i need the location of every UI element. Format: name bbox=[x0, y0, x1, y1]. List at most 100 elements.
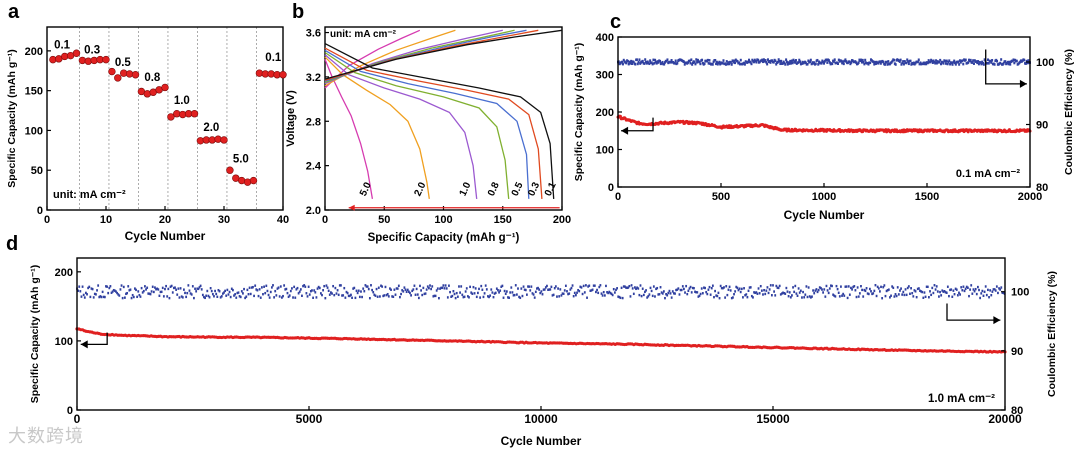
panel-d-ce-point bbox=[337, 293, 340, 297]
panel-d-ce-point bbox=[315, 296, 318, 299]
panel-d-ce-point bbox=[822, 291, 825, 294]
panel-d-ce-point bbox=[652, 285, 655, 288]
panel-d-ce-point bbox=[681, 285, 684, 288]
panel-d-ce-point bbox=[330, 291, 332, 294]
panel-d-ce-point bbox=[381, 285, 384, 288]
panel-d-ce-point bbox=[274, 289, 277, 293]
panel-c-ce-point bbox=[666, 58, 669, 62]
panel-d-ce-point bbox=[247, 292, 250, 296]
panel-c-ce-point bbox=[698, 60, 701, 64]
panel-d-ce-point bbox=[734, 290, 737, 293]
panel-d-ce-point bbox=[126, 291, 129, 295]
panel-d-ce-point bbox=[961, 289, 964, 292]
panel-d-ce-point bbox=[803, 296, 806, 299]
panel-c-ce-point bbox=[879, 62, 882, 65]
panel-d-ce-point bbox=[912, 295, 915, 298]
panel-d-ce-point bbox=[862, 295, 865, 298]
panel-d-ce-point bbox=[108, 286, 111, 290]
panel-d-ce-point bbox=[954, 287, 957, 290]
panel-a-point bbox=[108, 67, 116, 76]
panel-d-ce-point bbox=[571, 284, 574, 287]
panel-d-ce-point bbox=[292, 296, 294, 299]
panel-d-ce-point bbox=[736, 286, 739, 290]
panel-c-ce-point bbox=[688, 59, 691, 63]
panel-c-ce-point bbox=[967, 61, 970, 64]
panel-d-ce-point bbox=[463, 295, 466, 298]
panel-d-ce-point bbox=[890, 294, 892, 297]
panel-d-ce-point bbox=[886, 289, 889, 292]
panel-d-ce-point bbox=[902, 290, 905, 294]
panel-d-ce-point bbox=[542, 288, 545, 291]
panel-c-ce-point bbox=[993, 63, 996, 66]
panel-d-ce-point bbox=[782, 291, 784, 294]
panel-d-ce-point bbox=[494, 291, 497, 295]
panel-d-ce-point bbox=[363, 290, 366, 293]
panel-d-ce-point bbox=[207, 294, 210, 298]
panel-d-ce-point bbox=[625, 286, 627, 289]
panel-d-ce-point bbox=[672, 292, 675, 295]
panel-d-ce-point bbox=[644, 290, 646, 294]
panel-d-ce-point bbox=[739, 290, 742, 294]
panel-d-ce-point bbox=[139, 295, 142, 298]
panel-d-ce-point bbox=[367, 287, 370, 291]
panel-c-ce-point bbox=[634, 62, 637, 66]
panel-c-ce-point bbox=[991, 58, 994, 62]
panel-d-ce-point bbox=[620, 286, 623, 290]
panel-b-rate-label: 0.3 bbox=[526, 180, 542, 198]
panel-d-ce-point bbox=[361, 295, 363, 299]
panel-d-ce-point bbox=[796, 294, 799, 297]
panel-c-ce-point bbox=[797, 61, 800, 64]
panel-d-ce-point bbox=[355, 289, 358, 292]
panel-c-ce-point bbox=[907, 62, 910, 66]
panel-c-xtick-label: 2000 bbox=[1018, 191, 1042, 203]
panel-d-ce-point bbox=[861, 288, 863, 292]
panel-c-ce-point bbox=[676, 61, 679, 65]
panel-d-ce-point bbox=[255, 288, 258, 291]
panel-d-ce-point bbox=[870, 290, 872, 293]
panel-d-ce-point bbox=[832, 293, 835, 296]
panel-d-ce-point bbox=[413, 284, 416, 287]
panel-c-ce-point bbox=[1008, 60, 1011, 64]
panel-d-ce-point bbox=[719, 284, 722, 288]
panel-d-ce-point bbox=[83, 296, 86, 299]
panel-d-ce-point bbox=[975, 292, 978, 296]
panel-d-ce-point bbox=[239, 295, 242, 299]
panel-d-ce-point bbox=[446, 296, 449, 299]
panel-d-ce-point bbox=[659, 286, 662, 289]
panel-d-ce-point bbox=[903, 293, 906, 297]
panel-d-ce-point bbox=[923, 291, 926, 294]
panel-d-ce-point bbox=[711, 284, 714, 287]
panel-d-ce-point bbox=[900, 287, 902, 290]
panel-d-ce-point bbox=[833, 294, 836, 297]
panel-d-ce-point bbox=[205, 294, 208, 297]
panel-c-ce-point bbox=[954, 63, 957, 66]
panel-c-ce-point bbox=[807, 59, 810, 63]
panel-d-ce-point bbox=[978, 288, 980, 292]
panel-d-ce-point bbox=[737, 288, 740, 292]
panel-d-ce-point bbox=[563, 289, 566, 292]
panel-d-ce-point bbox=[511, 291, 514, 294]
panel-c-ce-point bbox=[696, 58, 699, 62]
panel-d-ce-point bbox=[137, 290, 140, 293]
panel-d-ce-point bbox=[754, 291, 757, 295]
panel-c-ce-point bbox=[644, 58, 647, 61]
panel-d-ce-point bbox=[942, 290, 945, 293]
panel-d-ce-point bbox=[892, 286, 895, 290]
panel-d-ce-point bbox=[550, 285, 553, 289]
panel-d-ce-point bbox=[965, 285, 968, 289]
panel-d-ce-point bbox=[794, 284, 797, 288]
panel-d-ce-point bbox=[454, 296, 457, 300]
panel-c-ce-point bbox=[765, 60, 768, 64]
panel-d-ce-point bbox=[170, 284, 173, 288]
panel-d-ce-point bbox=[132, 295, 135, 299]
panel-d-ce-point bbox=[281, 296, 283, 299]
panel-a-point bbox=[167, 113, 175, 121]
panel-d-ce-point bbox=[962, 285, 965, 288]
panel-c-ce-point bbox=[916, 60, 919, 64]
panel-d-ce-point bbox=[815, 288, 818, 291]
panel-d-ce-point bbox=[432, 295, 435, 298]
panel-d-ce-point bbox=[1000, 286, 1003, 289]
panel-d-ce-point bbox=[763, 288, 765, 292]
panel-c-ce-point bbox=[931, 61, 934, 65]
panel-d-ce-point bbox=[858, 292, 861, 295]
